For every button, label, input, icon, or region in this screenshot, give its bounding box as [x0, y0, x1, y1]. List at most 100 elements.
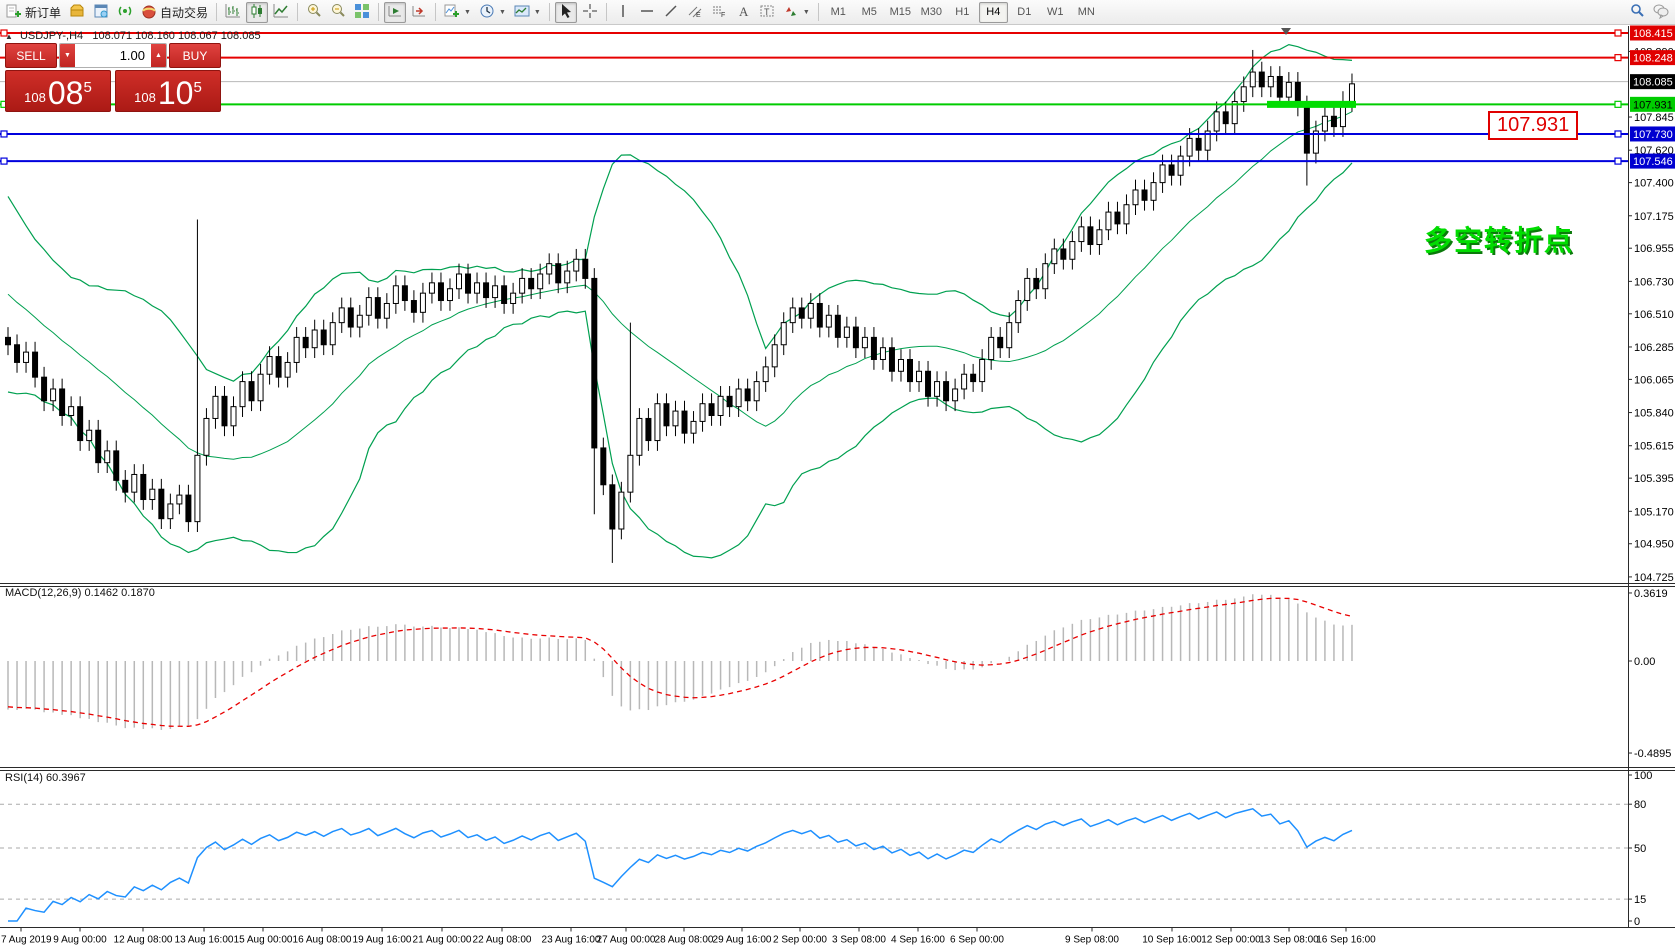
pivot-note-text[interactable]: 多空转折点 [1424, 225, 1575, 256]
arrows-button[interactable]: ▼ [780, 2, 813, 23]
auto-scroll-button[interactable] [384, 1, 407, 23]
time-axis-label: 9 Sep 08:00 [1065, 935, 1119, 946]
panel-frame [0, 26, 1675, 928]
tile-windows-button[interactable] [351, 2, 373, 23]
macd-axis-label: 0.00 [1634, 656, 1655, 668]
profiles-icon [69, 3, 85, 22]
buy-button[interactable]: BUY [169, 43, 221, 68]
rsi-axis-label: 0 [1634, 916, 1640, 928]
price-axis-label: 104.725 [1634, 572, 1674, 584]
price-axis-label: 107.400 [1634, 178, 1674, 190]
timeframe-h1-button[interactable]: H1 [955, 6, 970, 18]
cursor-icon [558, 3, 574, 22]
time-axis-label: 28 Aug 08:00 [655, 935, 714, 946]
macd-histogram [7, 594, 1353, 730]
price-badge-107.73: 107.730 [1630, 126, 1675, 142]
indicators-button[interactable]: ▼ [441, 2, 474, 23]
price-axis-label: 105.170 [1634, 506, 1674, 518]
crosshair-button[interactable] [579, 2, 601, 23]
auto-trading-button[interactable]: 自动交易 [138, 2, 211, 23]
auto-trading-icon [141, 3, 157, 22]
timeframe-w1-button[interactable]: W1 [1047, 6, 1064, 18]
channel-icon: E [687, 3, 703, 22]
price-axis-label: 106.730 [1634, 276, 1674, 288]
candlestick-button[interactable] [246, 1, 269, 23]
signals-button[interactable] [114, 2, 136, 23]
text-button[interactable]: A [732, 2, 754, 23]
periods-button[interactable]: ▼ [476, 2, 509, 23]
macd-signal-line [7, 597, 1353, 727]
candlestick-icon [249, 3, 265, 22]
sell-price-display[interactable]: 108 08 5 [5, 70, 111, 112]
timeframe-m5-button[interactable]: M5 [861, 6, 877, 18]
time-axis-label: 12 Aug 08:00 [114, 935, 173, 946]
arrows-icon [783, 3, 799, 22]
time-axis: 7 Aug 2019 9 Aug 00:00 12 Aug 08:00 13 Aug … [1, 927, 1376, 946]
volume-control: ▼ ▲ [59, 43, 167, 68]
fibonacci-button[interactable]: F [708, 2, 730, 23]
vertical-line-button[interactable] [612, 2, 634, 23]
timeframe-m30-button[interactable]: M30 [920, 6, 942, 18]
volume-decrease-button[interactable]: ▼ [60, 44, 75, 67]
collapse-panel-icon[interactable]: ▲ [5, 32, 13, 41]
line-chart-button[interactable] [270, 2, 292, 23]
time-axis-label: 2 Sep 00:00 [773, 935, 827, 946]
horizontal-line-button[interactable] [636, 2, 658, 23]
price-axis-label: 107.845 [1634, 112, 1674, 124]
svg-text:107.730: 107.730 [1633, 129, 1673, 141]
one-click-trading-panel: SELL ▼ ▲ BUY 108 08 5 108 10 5 [5, 43, 221, 112]
market-watch-button[interactable] [90, 2, 112, 23]
time-axis-label: 27 Aug 00:00 [597, 935, 656, 946]
toolbar-separator [216, 3, 218, 21]
svg-text:108.085: 108.085 [1633, 77, 1673, 89]
profiles-button[interactable] [66, 2, 88, 23]
buy-price-display[interactable]: 108 10 5 [115, 70, 221, 112]
price-badge-108.415: 108.415 [1630, 25, 1675, 41]
timeframe-mn-button[interactable]: MN [1077, 6, 1095, 18]
price-callout[interactable]: 107.931 [1488, 111, 1579, 140]
timeframe-h4-button[interactable]: H4 [978, 1, 1008, 23]
volume-increase-button[interactable]: ▲ [151, 44, 166, 67]
bollinger-bands [7, 44, 1353, 559]
toolbar-separator [817, 3, 819, 21]
time-axis-label: 15 Aug 00:00 [234, 935, 293, 946]
volume-input[interactable] [75, 44, 151, 67]
time-axis-label: 10 Sep 16:00 [1142, 935, 1202, 946]
timeframe-d1-button[interactable]: D1 [1017, 6, 1032, 18]
chat-button[interactable] [1650, 2, 1672, 23]
chart-canvas[interactable]: 108.290107.845107.620107.400107.175106.9… [0, 25, 1675, 950]
bar-chart-button[interactable] [222, 2, 244, 23]
price-axis-label: 105.840 [1634, 408, 1674, 420]
search-button[interactable] [1626, 2, 1648, 23]
trendline-button[interactable] [660, 2, 682, 23]
new-order-button[interactable]: 新订单 [3, 2, 64, 23]
text-label-button[interactable]: T [756, 2, 778, 23]
chevron-down-icon: ▼ [533, 8, 541, 16]
chevron-down-icon: ▼ [802, 8, 810, 16]
zoom-in-icon [306, 3, 322, 22]
price-axis-label: 105.395 [1634, 473, 1674, 485]
svg-text:E: E [696, 12, 701, 19]
timeframe-m15-button[interactable]: M15 [889, 6, 911, 18]
sell-button[interactable]: SELL [5, 43, 57, 68]
templates-button[interactable]: ▼ [511, 2, 544, 23]
chart-shift-button[interactable] [408, 2, 430, 23]
time-axis-label: 12 Sep 00:00 [1201, 935, 1261, 946]
cursor-button[interactable] [554, 1, 577, 23]
price-axis-label: 107.175 [1634, 211, 1674, 223]
channel-button[interactable]: E [684, 2, 706, 23]
chevron-down-icon: ▼ [498, 8, 506, 16]
zoom-out-button[interactable] [327, 2, 349, 23]
svg-text:108.248: 108.248 [1633, 53, 1673, 65]
price-axis: 108.290107.845107.620107.400107.175106.9… [1628, 46, 1674, 584]
rsi-axis-label: 50 [1634, 843, 1646, 855]
search-icon [1629, 3, 1645, 22]
fibonacci-icon: F [711, 3, 727, 22]
zoom-in-button[interactable] [303, 2, 325, 23]
price-badge-108.085: 108.085 [1630, 74, 1675, 90]
timeframe-m1-button[interactable]: M1 [830, 6, 846, 18]
svg-text:108.415: 108.415 [1633, 28, 1673, 40]
chart-symbol-period: USDJPY-,H4 [19, 30, 84, 42]
time-axis-label: 9 Aug 00:00 [53, 935, 107, 946]
